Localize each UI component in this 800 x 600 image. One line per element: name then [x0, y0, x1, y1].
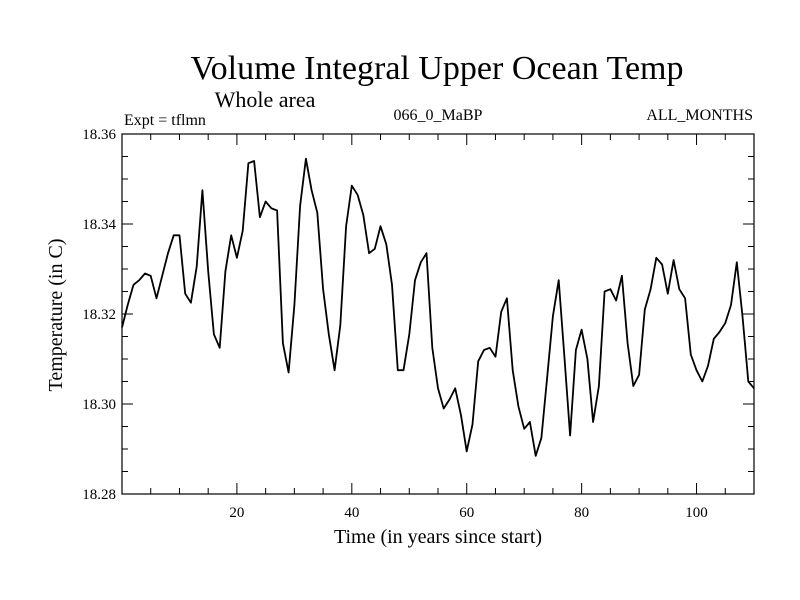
x-tick-label: 100	[685, 505, 708, 521]
axis-tick-labels: 20 40 60 80 100 18.28 18.30 18.32 18.34 18.36	[82, 127, 708, 521]
y-tick-label: 18.30	[82, 397, 116, 413]
chart-title: Volume Integral Upper Ocean Temp	[191, 50, 684, 87]
plot-frame	[121, 133, 755, 495]
months-label: ALL_MONTHS	[646, 107, 753, 124]
y-tick-label: 18.34	[82, 217, 116, 233]
run-id-label: 066_0_MaBP	[394, 107, 483, 124]
series-line-tflmn	[121, 157, 755, 457]
x-tick-label: 80	[574, 505, 589, 521]
chart-subtitle: Whole area	[215, 87, 316, 112]
x-tick-label: 60	[459, 505, 474, 521]
y-tick-label: 18.32	[82, 307, 116, 323]
y-axis-label: Temperature (in C)	[45, 239, 67, 392]
axis-ticks	[121, 133, 755, 495]
x-tick-label: 40	[344, 505, 359, 521]
y-tick-label: 18.28	[82, 487, 116, 503]
x-tick-label: 20	[229, 505, 244, 521]
experiment-label: Expt = tflmn	[124, 112, 206, 129]
y-tick-label: 18.36	[82, 127, 116, 143]
x-axis-label: Time (in years since start)	[334, 526, 542, 548]
